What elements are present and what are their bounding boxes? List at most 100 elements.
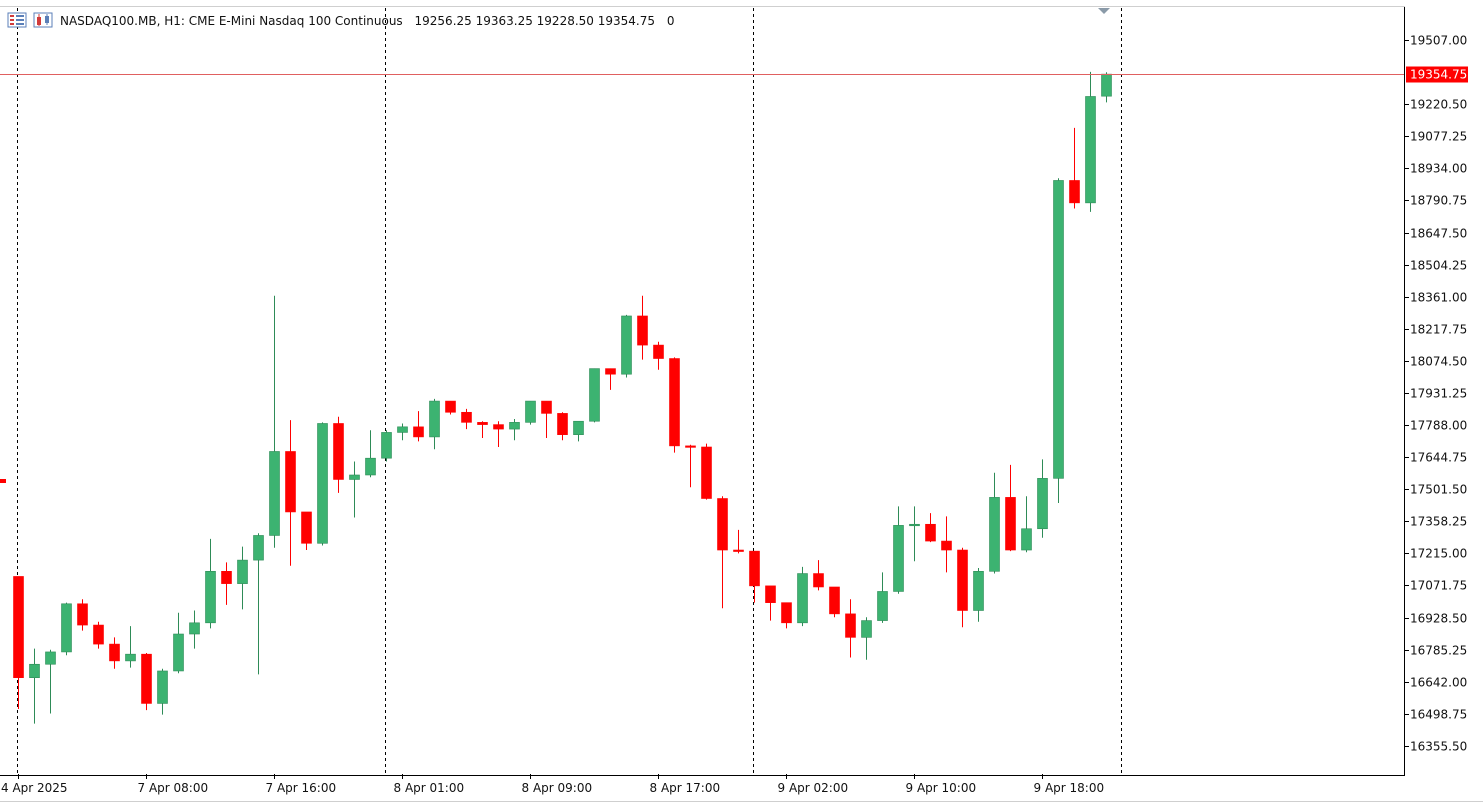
candle-body-bear [109,643,120,662]
candle [685,444,696,488]
candle [829,586,840,618]
candle-body-bear [285,451,296,513]
candle-body-bull [1085,96,1096,204]
candle-body-bear [445,400,456,413]
candle-body-bear [957,549,968,611]
candle-body-bull [621,315,632,375]
candle-body-bear [749,550,760,587]
x-axis-tick-label: 8 Apr 17:00 [650,781,721,795]
x-axis[interactable]: 4 Apr 2025 7 Apr 08:00 7 Apr 16:00 8 Apr 01… [1,774,1104,795]
candle [733,529,744,554]
candle-body-bull [189,622,200,635]
candle-body-bear [813,573,824,588]
candle [333,416,344,493]
candle [1037,459,1048,538]
candle [253,533,264,675]
candle [189,610,200,649]
current-price-tag: 19354.75 [1406,66,1468,83]
candle [1005,464,1016,552]
plot-frame [0,6,1483,802]
candle-body-bull [381,432,392,459]
candle-body-bear [541,400,552,414]
y-axis-tick-label: 19077.25 [1410,130,1467,144]
y-axis-tick-label: 18217.75 [1410,323,1467,337]
candle-body-bear [941,540,952,551]
candle-body-bull [877,591,888,621]
candle [557,412,568,441]
current-price-tag-box [1406,66,1468,83]
candle-body-bear [221,571,232,584]
candle-body-bear [605,368,616,375]
candle-body-bull [589,368,600,422]
candle-body-bear [77,603,88,626]
candle-body-bear [829,586,840,615]
y-axis-tick-label: 18647.50 [1410,227,1467,241]
candle [93,621,104,649]
x-axis-tick-label: 9 Apr 18:00 [1034,781,1105,795]
shift-marker-icon[interactable] [1098,8,1110,14]
candle-body-bear [669,358,680,447]
y-axis-tick-label: 17215.00 [1410,547,1467,561]
candle [157,668,168,715]
candle-body-bull [61,603,72,653]
y-axis-tick-label: 18790.75 [1410,194,1467,208]
candle [493,421,504,447]
y-axis-tick-label: 16355.50 [1410,740,1467,754]
candle [205,538,216,629]
candle [1053,178,1064,503]
y-axis-tick-label: 16498.75 [1410,708,1467,722]
candle [349,461,360,518]
candle-body-bull [237,559,248,584]
candle-body-bull [525,400,536,423]
candle-body-bear [493,424,504,430]
candle [573,420,584,442]
candle [1069,127,1080,209]
candle [973,567,984,622]
y-axis-tick-label: 17358.25 [1410,515,1467,529]
candle [717,496,728,609]
candle [445,400,456,415]
candle [605,368,616,390]
candle [525,400,536,425]
candle [957,547,968,628]
candle [861,617,872,660]
candle [61,602,72,656]
y-axis-tick-label: 18504.25 [1410,259,1467,273]
candle [1085,71,1096,212]
chart-list-icon[interactable] [7,12,27,28]
candle-body-bear [301,511,312,544]
candle [877,572,888,623]
y-axis-tick-label: 16785.25 [1410,644,1467,658]
chart-bars-icon[interactable] [33,12,53,28]
candle [669,357,680,453]
candle [541,400,552,439]
candle [285,420,296,566]
candle [29,648,40,724]
candle [141,653,152,711]
candle [893,506,904,594]
x-axis-tick-label: 9 Apr 10:00 [906,781,977,795]
y-axis-tick-label: 17644.75 [1410,451,1467,465]
candle [797,566,808,627]
candle-body-bull [797,573,808,624]
candle [45,649,56,714]
x-axis-tick-label: 4 Apr 2025 [1,781,68,795]
candle-body-bull [29,663,40,678]
candle [317,422,328,546]
candle-body-bull [1037,478,1048,530]
candle [989,472,1000,574]
candle-body-bear [925,523,936,542]
candle-body-bull [973,571,984,611]
x-axis-tick-label: 7 Apr 16:00 [266,781,337,795]
y-axis-tick-label: 18361.00 [1410,291,1467,305]
candle [845,599,856,658]
candle-body-bear [845,613,856,638]
candles [13,71,1112,724]
candle [509,418,520,441]
y-axis[interactable]: 19507.00 19220.50 19077.25 18934.00 18790.75… [1404,34,1467,754]
candle-body-bull [397,426,408,433]
candle [765,585,776,621]
candle [589,368,600,423]
